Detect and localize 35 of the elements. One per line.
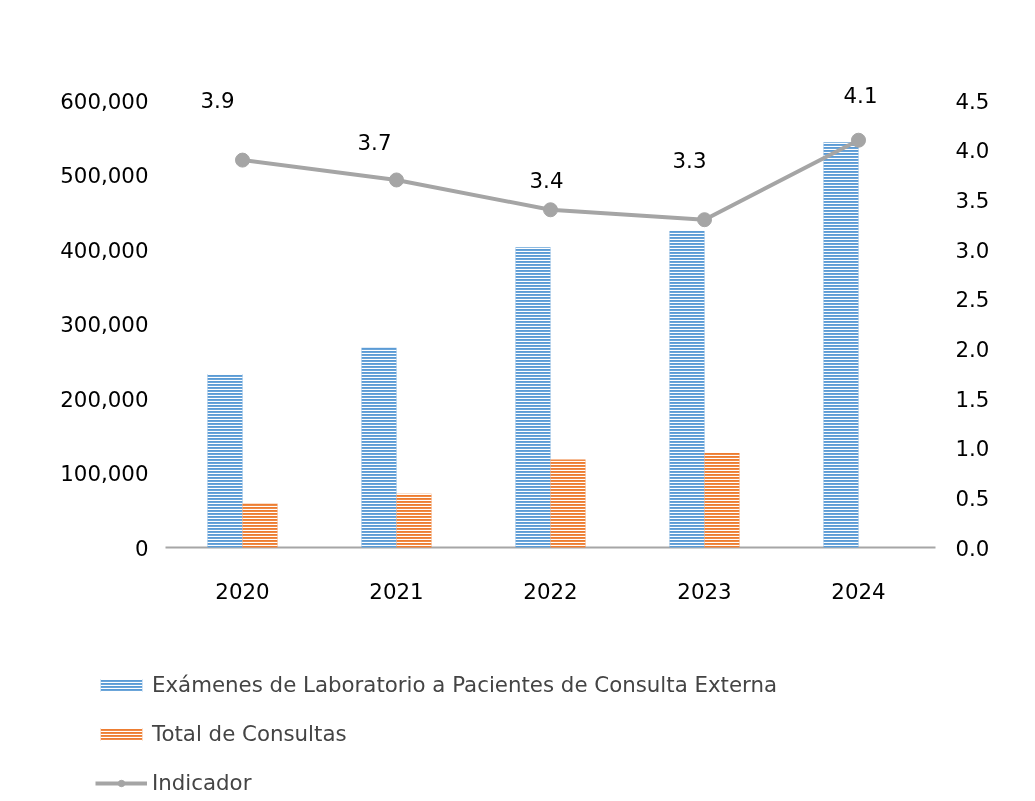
x-tick-label: 2021	[369, 578, 424, 604]
y2-tick-label: 0.5	[955, 485, 990, 511]
y2-tick-label: 4.5	[955, 88, 990, 114]
y-tick-label: 600,000	[60, 88, 149, 114]
legend-label: Exámenes de Laboratorio a Pacientes de Consulta Externa	[152, 672, 778, 697]
point	[389, 172, 404, 188]
y-tick-label: 400,000	[60, 237, 149, 263]
point	[543, 202, 558, 218]
data-label: 3.3	[672, 147, 707, 173]
point	[851, 132, 866, 148]
y2-tick-label: 4.0	[955, 138, 990, 164]
y2-tick-label: 2.5	[955, 287, 990, 313]
x-tick-label: 2022	[523, 578, 578, 604]
y-tick-label: 500,000	[60, 163, 149, 188]
y2-tick-label: 1.0	[955, 436, 990, 462]
x-tick-label: 2024	[831, 578, 886, 604]
y2-tick-label: 0.0	[955, 535, 990, 561]
y-tick-label: 0	[134, 535, 149, 561]
point	[697, 212, 712, 228]
y-tick-label: 200,000	[60, 386, 149, 412]
data-label: 3.9	[200, 88, 235, 114]
x-tick-label: 2020	[215, 578, 270, 604]
y2-tick-label: 2.0	[955, 336, 990, 362]
y2-tick-label: 3.0	[955, 237, 990, 263]
point	[235, 152, 250, 168]
data-label: 4.1	[843, 83, 878, 109]
legend-label: Indicador	[152, 770, 252, 795]
data-label: 3.4	[529, 167, 564, 193]
legend-label: Total de Consultas	[152, 721, 347, 746]
y2-tick-label: 1.5	[955, 386, 990, 412]
y-tick-label: 300,000	[60, 312, 149, 337]
x-tick-label: 2023	[677, 578, 732, 604]
y-tick-label: 100,000	[60, 461, 149, 486]
y2-tick-label: 3.5	[955, 187, 990, 213]
data-label: 3.7	[357, 129, 392, 155]
